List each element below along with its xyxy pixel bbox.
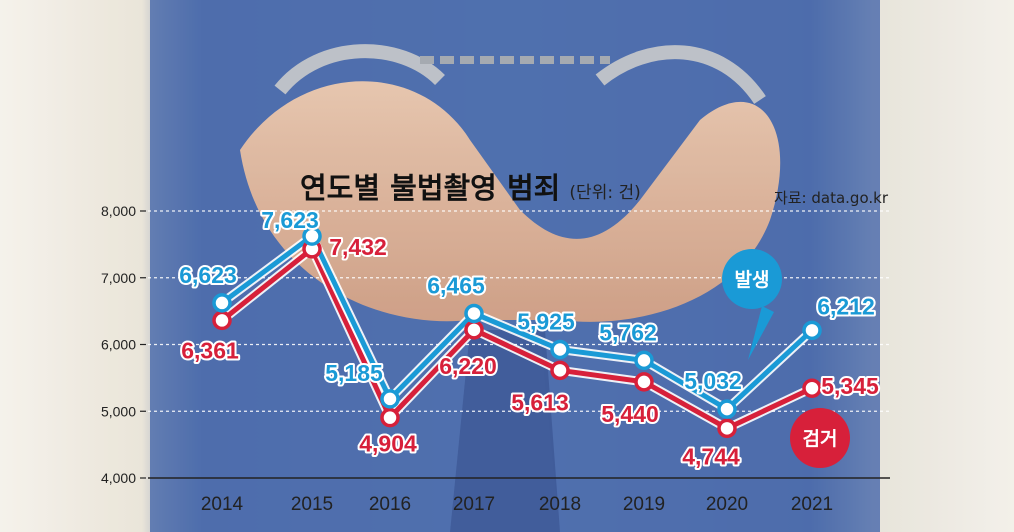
- x-tick-label: 2019: [623, 494, 665, 515]
- data-label-arrest: 6,220: [439, 353, 497, 379]
- x-tick-label: 2020: [706, 494, 748, 515]
- data-point-occurrence: [802, 320, 822, 341]
- data-point-arrest: [550, 360, 570, 381]
- legend-arrest: 검거: [790, 408, 850, 468]
- series-line-arrest: [220, 246, 814, 431]
- data-label-occurrence: 6,465: [427, 272, 485, 298]
- data-point-occurrence: [717, 399, 737, 419]
- x-tick-label: 2016: [369, 494, 411, 515]
- legend-occurrence: 발생: [722, 249, 782, 360]
- data-label-arrest: 4,744: [682, 443, 740, 469]
- series-line-occurrence: [220, 233, 814, 412]
- y-axis-ticks: 8,000 7,000 6,000 5,000 4,000: [101, 203, 146, 486]
- y-tick-label: 5,000: [101, 403, 136, 419]
- y-tick-label: 4,000: [101, 470, 136, 486]
- x-tick-label: 2015: [291, 494, 333, 515]
- x-axis-ticks: 2014 2015 2016 2017 2018 2019 2020 2021: [201, 494, 833, 515]
- data-label-occurrence: 7,623: [261, 207, 319, 233]
- x-tick-label: 2017: [453, 494, 495, 515]
- data-label-occurrence: 5,185: [325, 360, 383, 386]
- data-point-arrest: [380, 407, 400, 428]
- data-point-occurrence: [634, 350, 654, 371]
- data-point-arrest: [464, 320, 484, 340]
- data-label-occurrence: 6,212: [817, 293, 875, 319]
- data-label-arrest: 5,345: [821, 373, 879, 399]
- y-tick-label: 8,000: [101, 203, 136, 219]
- data-point-occurrence: [464, 303, 484, 324]
- data-point-occurrence: [302, 226, 322, 246]
- chart-unit: (단위: 건): [569, 183, 640, 203]
- data-label-occurrence: 6,623: [179, 262, 237, 288]
- data-label-arrest: 7,432: [329, 234, 387, 260]
- y-tick-label: 6,000: [101, 337, 136, 353]
- data-label-arrest: 4,904: [359, 431, 417, 457]
- data-label-occurrence: 5,925: [517, 309, 575, 335]
- x-tick-label: 2014: [201, 494, 244, 515]
- data-point-occurrence: [550, 339, 570, 360]
- data-label-arrest: 5,613: [511, 389, 569, 415]
- chart-source: 자료: data.go.kr: [774, 189, 889, 207]
- data-label-occurrence: 5,762: [599, 319, 657, 345]
- x-tick-label: 2021: [791, 494, 833, 515]
- svg-text:연도별 불법촬영 범죄 (단위: 건): 연도별 불법촬영 범죄 (단위: 건): [300, 171, 641, 205]
- data-point-occurrence: [212, 293, 232, 313]
- x-tick-label: 2018: [539, 494, 581, 515]
- data-point-arrest: [634, 372, 654, 392]
- series-layer: 6,623 7,623 5,185 6,465 5,925 5,762 5,032 6,212…: [177, 205, 881, 471]
- data-point-occurrence: [380, 389, 400, 409]
- data-point-arrest: [717, 418, 737, 439]
- data-label-arrest: 6,361: [181, 337, 239, 363]
- data-point-arrest: [212, 310, 232, 331]
- legend-occurrence-label: 발생: [735, 269, 770, 291]
- legend-arrest-badge: [790, 408, 850, 468]
- data-label-occurrence: 5,032: [684, 368, 742, 394]
- legend-occurrence-badge: [722, 249, 782, 309]
- legend-arrest-label: 검거: [803, 428, 838, 450]
- data-point-arrest: [802, 378, 822, 398]
- data-label-arrest: 5,440: [601, 401, 659, 427]
- chart-title: 연도별 불법촬영 범죄: [300, 171, 560, 205]
- y-tick-label: 7,000: [101, 270, 136, 286]
